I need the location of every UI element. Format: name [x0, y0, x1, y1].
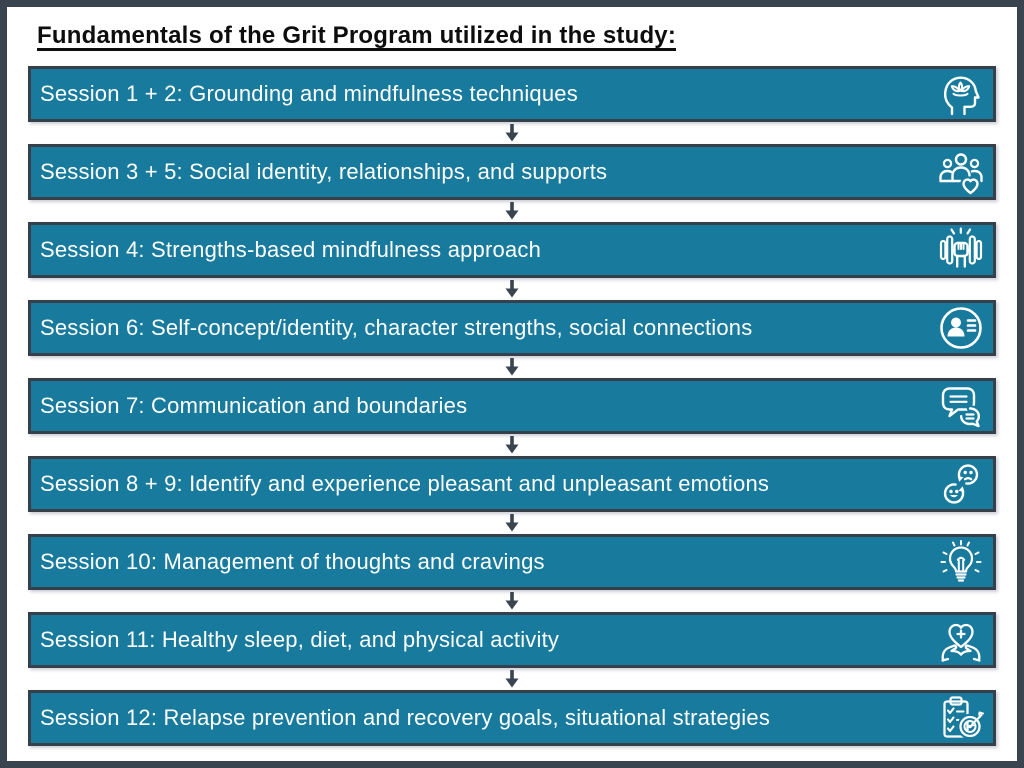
head-lotus-mindfulness-icon: [936, 69, 986, 119]
session-bar-10: Session 10: Management of thoughts and c…: [28, 534, 996, 590]
session-bar-6: Session 6: Self-concept/identity, charac…: [28, 300, 996, 356]
down-arrow-icon: [505, 358, 519, 376]
session-label: Session 8 + 9: Identify and experience p…: [40, 471, 770, 496]
session-label: Session 10: Management of thoughts and c…: [40, 549, 545, 574]
session-bar-8-9: Session 8 + 9: Identify and experience p…: [28, 456, 996, 512]
page-title: Fundamentals of the Grit Program utilize…: [37, 22, 677, 49]
session-label: Session 12: Relapse prevention and recov…: [40, 705, 771, 730]
down-arrow-icon: [505, 280, 519, 298]
checklist-target-icon: [936, 693, 986, 743]
session-label: Session 1 + 2: Grounding and mindfulness…: [40, 81, 578, 106]
down-arrow-icon: [505, 514, 519, 532]
person-badge-icon: [936, 303, 986, 353]
idea-lightbulb-icon: [936, 537, 986, 587]
diagram-frame: Fundamentals of the Grit Program utilize…: [7, 7, 1017, 746]
session-bar-1-2: Session 1 + 2: Grounding and mindfulness…: [28, 66, 996, 122]
down-arrow-icon: [505, 436, 519, 454]
flow-connector: [28, 668, 996, 690]
fist-dumbbell-icon: [936, 225, 986, 275]
session-label: Session 6: Self-concept/identity, charac…: [40, 315, 753, 340]
flow-connector: [28, 512, 996, 534]
down-arrow-icon: [505, 592, 519, 610]
down-arrow-icon: [505, 670, 519, 688]
flow-connector: [28, 122, 996, 144]
chat-bubbles-icon: [936, 381, 986, 431]
emotion-swap-faces-icon: [936, 459, 986, 509]
flow-connector: [28, 278, 996, 300]
session-label: Session 11: Healthy sleep, diet, and phy…: [40, 627, 560, 652]
flow-connector: [28, 590, 996, 612]
session-label: Session 4: Strengths-based mindfulness a…: [40, 237, 542, 262]
session-bar-4: Session 4: Strengths-based mindfulness a…: [28, 222, 996, 278]
session-bar-7: Session 7: Communication and boundaries: [28, 378, 996, 434]
flow-connector: [28, 200, 996, 222]
session-flow: Session 1 + 2: Grounding and mindfulness…: [28, 66, 996, 746]
session-label: Session 7: Communication and boundaries: [40, 393, 468, 418]
session-bar-3-5: Session 3 + 5: Social identity, relation…: [28, 144, 996, 200]
down-arrow-icon: [505, 124, 519, 142]
session-bar-12: Session 12: Relapse prevention and recov…: [28, 690, 996, 746]
flow-connector: [28, 434, 996, 456]
people-group-heart-icon: [936, 147, 986, 197]
flow-connector: [28, 356, 996, 378]
hands-holding-heart-icon: [936, 615, 986, 665]
session-bar-11: Session 11: Healthy sleep, diet, and phy…: [28, 612, 996, 668]
session-label: Session 3 + 5: Social identity, relation…: [40, 159, 608, 184]
down-arrow-icon: [505, 202, 519, 220]
